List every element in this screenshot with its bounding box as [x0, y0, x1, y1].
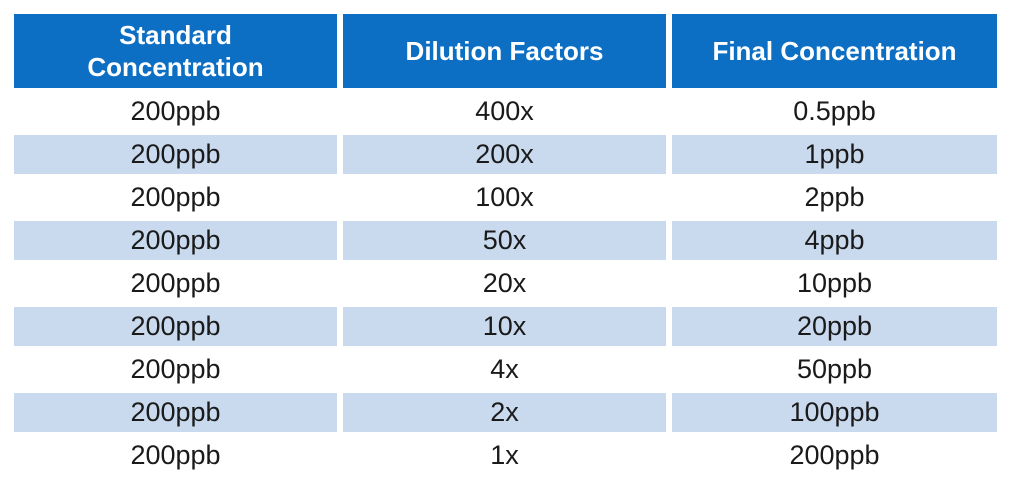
table-row: 200ppb 10x 20ppb [14, 307, 997, 346]
cell-final-concentration: 50ppb [672, 350, 997, 389]
cell-dilution-factor: 200x [343, 135, 666, 174]
cell-standard-concentration: 200ppb [14, 307, 337, 346]
cell-final-concentration: 10ppb [672, 264, 997, 303]
cell-dilution-factor: 2x [343, 393, 666, 432]
table-header-row: Standard Concentration Dilution Factors … [14, 14, 997, 88]
cell-final-concentration: 1ppb [672, 135, 997, 174]
table-row: 200ppb 20x 10ppb [14, 264, 997, 303]
dilution-table-container: Standard Concentration Dilution Factors … [14, 14, 997, 475]
header-standard-line1: Standard [119, 20, 232, 50]
table-row: 200ppb 100x 2ppb [14, 178, 997, 217]
header-dilution-factors: Dilution Factors [343, 14, 666, 88]
table-row: 200ppb 4x 50ppb [14, 350, 997, 389]
dilution-table: Standard Concentration Dilution Factors … [8, 10, 1003, 479]
header-standard-concentration: Standard Concentration [14, 14, 337, 88]
table-row: 200ppb 400x 0.5ppb [14, 92, 997, 131]
table-row: 200ppb 50x 4ppb [14, 221, 997, 260]
cell-dilution-factor: 10x [343, 307, 666, 346]
cell-standard-concentration: 200ppb [14, 135, 337, 174]
cell-final-concentration: 200ppb [672, 436, 997, 475]
cell-standard-concentration: 200ppb [14, 264, 337, 303]
cell-standard-concentration: 200ppb [14, 436, 337, 475]
cell-final-concentration: 100ppb [672, 393, 997, 432]
cell-standard-concentration: 200ppb [14, 221, 337, 260]
cell-standard-concentration: 200ppb [14, 178, 337, 217]
header-final-concentration: Final Concentration [672, 14, 997, 88]
cell-dilution-factor: 50x [343, 221, 666, 260]
header-standard-line2: Concentration [87, 52, 264, 82]
cell-dilution-factor: 1x [343, 436, 666, 475]
table-row: 200ppb 2x 100ppb [14, 393, 997, 432]
cell-final-concentration: 20ppb [672, 307, 997, 346]
cell-standard-concentration: 200ppb [14, 393, 337, 432]
cell-dilution-factor: 400x [343, 92, 666, 131]
cell-dilution-factor: 20x [343, 264, 666, 303]
table-row: 200ppb 200x 1ppb [14, 135, 997, 174]
cell-dilution-factor: 100x [343, 178, 666, 217]
cell-final-concentration: 0.5ppb [672, 92, 997, 131]
cell-standard-concentration: 200ppb [14, 92, 337, 131]
table-row: 200ppb 1x 200ppb [14, 436, 997, 475]
cell-final-concentration: 4ppb [672, 221, 997, 260]
cell-final-concentration: 2ppb [672, 178, 997, 217]
cell-standard-concentration: 200ppb [14, 350, 337, 389]
cell-dilution-factor: 4x [343, 350, 666, 389]
